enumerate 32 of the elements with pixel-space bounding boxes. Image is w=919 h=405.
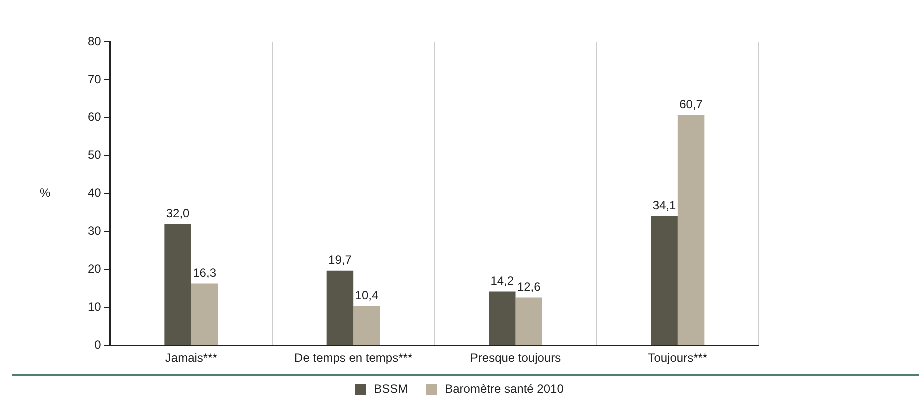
- y-tick-label: 10: [88, 300, 102, 314]
- x-tick-label: Presque toujours: [470, 351, 562, 366]
- data-label: 10,4: [355, 288, 379, 302]
- y-tick-label: 20: [88, 262, 102, 276]
- y-tick-label: 60: [88, 110, 102, 124]
- data-label: 12,6: [517, 280, 542, 294]
- y-tick-label: 0: [94, 338, 102, 352]
- y-tick-label: 40: [88, 186, 102, 200]
- bar: [516, 298, 543, 346]
- legend-label: Baromètre santé 2010: [445, 382, 564, 396]
- data-label: 32,0: [166, 206, 190, 220]
- y-tick-label: 30: [88, 224, 102, 238]
- bar: [651, 216, 678, 346]
- bar: [191, 284, 218, 346]
- x-tick-label: De temps en temps***: [294, 351, 413, 366]
- x-tick-label: Jamais***: [165, 351, 218, 366]
- y-axis-title: %: [40, 186, 52, 200]
- bar: [678, 115, 705, 346]
- y-tick-label: 70: [88, 72, 102, 86]
- x-tick-label: Toujours***: [648, 351, 708, 366]
- bar: [354, 306, 380, 346]
- bar: [326, 270, 354, 346]
- y-tick-label: 80: [88, 34, 102, 48]
- bar: [489, 292, 516, 346]
- data-label: 16,3: [193, 266, 217, 280]
- data-label: 34,1: [652, 198, 677, 213]
- legend-label: BSSM: [374, 382, 408, 396]
- data-label: 14,2: [490, 274, 514, 288]
- y-tick-label: 50: [88, 148, 102, 162]
- bar: [164, 224, 192, 346]
- data-label: 60,7: [680, 98, 704, 112]
- data-label: 19,7: [328, 253, 352, 268]
